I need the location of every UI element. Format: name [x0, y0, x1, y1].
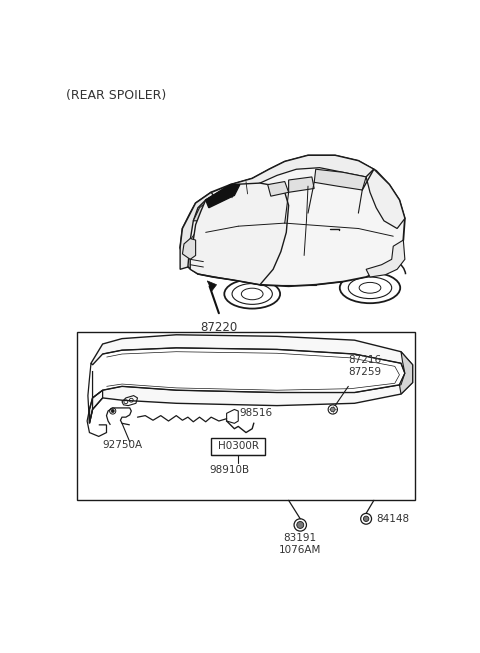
Text: 84148: 84148 [376, 514, 409, 524]
Text: 87216
87259: 87216 87259 [348, 355, 382, 377]
Polygon shape [288, 177, 314, 193]
Polygon shape [230, 155, 374, 194]
Polygon shape [190, 183, 288, 285]
Text: 83191
1076AM: 83191 1076AM [279, 533, 322, 555]
Text: H0300R: H0300R [218, 441, 259, 451]
Bar [211, 438, 265, 455]
Polygon shape [180, 193, 214, 269]
Circle shape [363, 516, 369, 522]
Circle shape [330, 407, 335, 412]
Polygon shape [182, 238, 196, 259]
Polygon shape [180, 155, 405, 286]
Polygon shape [193, 195, 229, 221]
Polygon shape [366, 169, 405, 229]
Text: 87220: 87220 [200, 321, 238, 334]
Polygon shape [207, 281, 216, 291]
Polygon shape [399, 352, 413, 394]
Circle shape [297, 522, 304, 528]
Text: 92750A: 92750A [103, 440, 143, 451]
Bar [77, 332, 415, 500]
Polygon shape [366, 240, 405, 277]
Polygon shape [206, 185, 240, 208]
Circle shape [111, 409, 114, 413]
Polygon shape [89, 335, 413, 423]
Polygon shape [268, 182, 288, 196]
Polygon shape [190, 227, 215, 246]
Text: (REAR SPOILER): (REAR SPOILER) [66, 89, 167, 102]
Text: 98516: 98516 [240, 407, 273, 417]
Text: 98910B: 98910B [209, 465, 249, 475]
Polygon shape [314, 169, 366, 190]
